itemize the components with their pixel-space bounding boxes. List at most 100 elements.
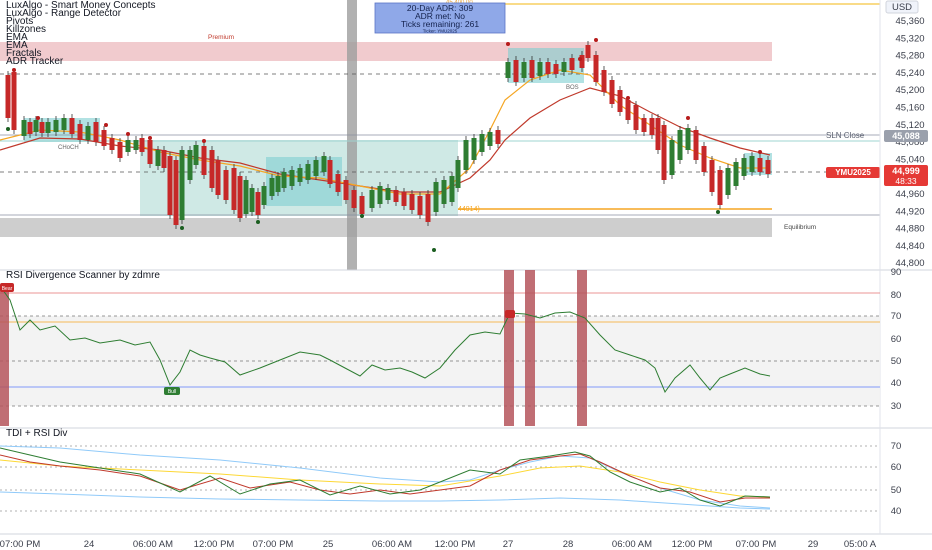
candle-body [741,158,747,176]
adr-tracker-box [374,2,506,34]
candle-body [69,118,75,134]
candle-body [521,62,527,78]
indicator-8[interactable]: ADR Tracker [6,56,64,67]
fractal-marker [594,38,598,42]
adr-line-1: 20-Day ADR: 309 [407,3,473,13]
tdi-panel-title[interactable]: TDI + RSI Div [6,428,67,439]
rsi-tick: 40 [891,378,902,389]
rsi-tick: 90 [891,267,902,278]
indicator-2[interactable]: LuxAlgo - Range Detector [6,8,122,19]
candle-body [125,140,131,152]
time-tick: 06:00 AM [372,539,412,550]
price-tick: 44,960 [895,189,924,200]
indicator-7[interactable]: Fractals [6,48,42,59]
candle-body [537,62,543,76]
candle-body [385,188,391,200]
tdi-upper-band [0,445,771,509]
candle-body [617,90,623,112]
time-tick: 28 [563,539,574,550]
tdi-mid-band [0,459,771,498]
fractal-marker [256,220,260,224]
indicator-6[interactable]: EMA [6,40,28,51]
fractal-marker [148,136,152,140]
fractal-marker [716,210,720,214]
candles-layer [5,41,771,229]
candle-body [109,138,115,150]
candle-body [255,192,261,215]
sln-close-label: SLN Close [826,131,865,140]
price-tick: 45,240 [895,68,924,79]
candle-body [223,170,229,200]
candle-body [529,60,535,78]
time-tick: 07:00 PM [0,539,40,550]
candle-body [193,145,199,165]
rsi-panel-title[interactable]: RSI Divergence Scanner by zdmre [6,270,160,281]
bear-badge-label: Bear [2,286,13,292]
bear-badge-2 [505,310,515,318]
candle-body [173,160,179,225]
currency-label: USD [892,2,912,13]
bos-label: BOS [566,85,579,91]
ema-slow-line [0,87,771,193]
candle-body [305,164,311,180]
candle-body [733,162,739,186]
candle-body [321,156,327,172]
price-axis[interactable]: 45,360 45,320 45,280 45,240 45,200 45,160 45,1… [895,16,924,269]
candle-body [167,156,173,215]
indicator-5[interactable]: EMA [6,32,28,43]
rsi-axis[interactable]: 90 80 70 60 50 40 30 [891,267,902,412]
candle-body [717,170,723,205]
fractal-marker [6,127,10,131]
candle-body [359,196,365,214]
tdi-tick: 70 [891,441,902,452]
tdi-axis[interactable]: 70 60 50 40 [891,441,902,517]
symbol-label: YMU2025 [835,168,871,177]
candle-body [249,188,255,212]
candle-body [661,125,667,180]
indicator-legend[interactable]: LuxAlgo - Smart Money Concepts LuxAlgo -… [6,0,156,67]
fractal-marker [180,226,184,230]
candle-body [237,176,243,218]
time-axis[interactable]: 07:00 PM 24 06:00 AM 12:00 PM 07:00 PM 25 06:0… [0,539,877,550]
candle-body [569,58,575,70]
candle-body [553,64,559,74]
candle-body [471,138,477,160]
rsi-highlight-1 [504,270,514,426]
indicator-1[interactable]: LuxAlgo - Smart Money Concepts [6,0,156,11]
candle-body [609,80,615,104]
rsi-highlight-3 [577,270,587,426]
candle-body [351,190,357,208]
candle-body [625,100,631,120]
candle-body [633,105,639,130]
rsi-highlight-0 [0,286,9,426]
candle-body [495,130,501,144]
candle-body [61,118,67,130]
fractal-marker [506,42,510,46]
candle-body [455,160,461,188]
equilibrium-label: Equilibrium [784,224,816,231]
candle-body [655,118,661,150]
candle-body [275,176,281,192]
tdi-lower-band [0,491,771,510]
candle-body [11,72,17,130]
candle-body [463,140,469,170]
candle-body [487,132,493,146]
candle-body [513,60,519,82]
currency-badge[interactable] [885,0,919,14]
candle-body [45,122,51,133]
candle-body [377,186,383,204]
candle-body [649,118,655,135]
indicator-3[interactable]: Pivots [6,16,33,27]
candle-body [179,150,185,220]
price-tick: 45,200 [895,85,924,96]
rsi-tick: 60 [891,334,902,345]
price-tick: 45,040 [895,154,924,165]
candle-body [417,196,423,215]
candle-body [585,45,591,58]
time-tick: 27 [503,539,514,550]
time-tick: 06:00 AM [612,539,652,550]
candle-body [281,172,287,188]
indicator-4[interactable]: Killzones [6,24,46,35]
candle-body [155,150,161,166]
